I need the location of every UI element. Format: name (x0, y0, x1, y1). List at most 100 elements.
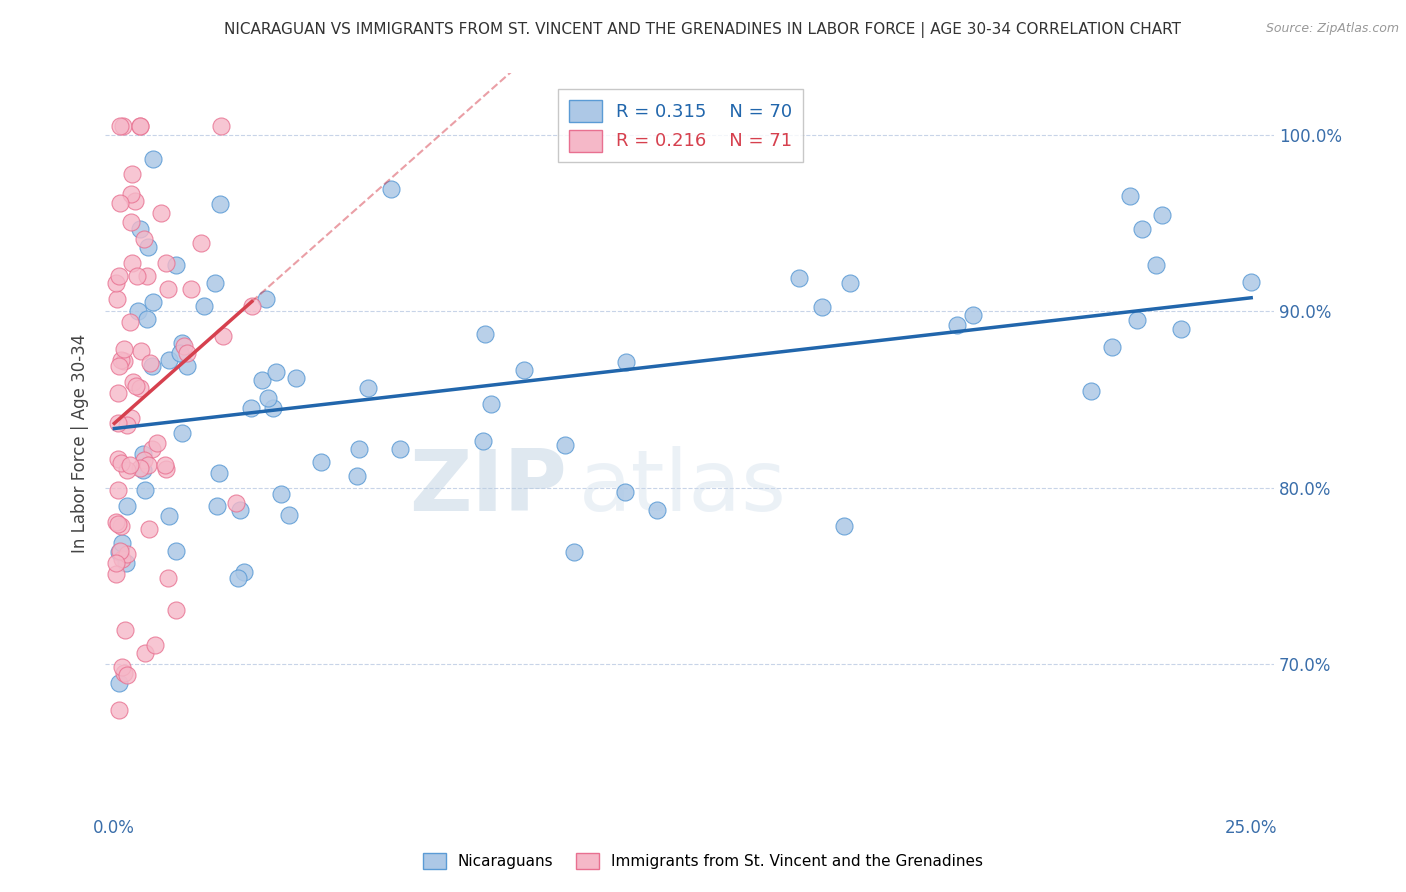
Point (107, 268, 129, 283)
Point (124, 194, 146, 209)
Point (165, 603, 187, 617)
Point (132, 447, 155, 461)
Point (121, 256, 143, 270)
Point (156, 282, 179, 296)
Point (254, 292, 277, 306)
Point (145, 435, 167, 450)
Point (115, 417, 138, 432)
Point (129, 222, 152, 236)
Point (169, 346, 191, 360)
Point (811, 300, 834, 314)
Point (107, 451, 129, 466)
Point (832, 519, 855, 533)
Point (240, 299, 263, 313)
Point (1101, 340, 1123, 354)
Point (1170, 322, 1192, 336)
Point (1125, 313, 1147, 327)
Point (264, 365, 287, 379)
Point (107, 292, 129, 306)
Point (112, 342, 135, 356)
Point (112, 666, 135, 681)
Point (1144, 258, 1167, 272)
Point (141, 442, 163, 457)
Point (105, 567, 128, 582)
Point (111, 536, 134, 550)
Point (170, 335, 193, 350)
Point (211, 328, 233, 343)
Point (155, 458, 177, 472)
Point (129, 119, 152, 133)
Point (107, 517, 129, 532)
Point (115, 462, 138, 476)
Point (180, 282, 202, 296)
Point (564, 544, 586, 558)
Point (134, 231, 156, 245)
Point (225, 496, 247, 510)
Point (111, 552, 134, 566)
Point (208, 466, 231, 480)
Point (157, 509, 180, 524)
Point (114, 557, 136, 571)
Point (120, 187, 142, 202)
Point (108, 543, 131, 558)
Point (207, 499, 229, 513)
Point (129, 344, 152, 359)
Point (157, 571, 180, 585)
Point (155, 461, 177, 475)
Point (129, 380, 152, 394)
Text: NICARAGUAN VS IMMIGRANTS FROM ST. VINCENT AND THE GRENADINES IN LABOR FORCE | AG: NICARAGUAN VS IMMIGRANTS FROM ST. VINCEN… (225, 22, 1181, 38)
Point (229, 503, 252, 517)
Point (1130, 222, 1153, 236)
Point (136, 240, 159, 254)
Point (136, 312, 159, 326)
Point (108, 545, 131, 559)
Point (209, 196, 232, 211)
Point (1240, 276, 1263, 290)
Point (346, 468, 368, 483)
Point (111, 660, 134, 674)
Point (176, 346, 198, 360)
Point (141, 359, 163, 374)
Point (388, 442, 411, 457)
Point (173, 339, 195, 353)
Point (347, 442, 370, 456)
Point (1080, 384, 1102, 398)
Point (262, 401, 284, 416)
Point (193, 299, 215, 313)
Point (115, 668, 138, 682)
Point (115, 500, 138, 514)
Point (108, 359, 131, 373)
Point (471, 434, 494, 449)
Point (309, 455, 332, 469)
Point (554, 438, 576, 452)
Point (110, 519, 132, 533)
Point (108, 119, 131, 133)
Legend: Nicaraguans, Immigrants from St. Vincent and the Grenadines: Nicaraguans, Immigrants from St. Vincent… (416, 847, 990, 875)
Point (142, 152, 165, 166)
Point (108, 702, 131, 716)
Point (155, 256, 177, 270)
Point (946, 318, 969, 332)
Point (357, 381, 380, 395)
Point (125, 269, 148, 284)
Point (114, 623, 136, 637)
Legend: R = 0.315    N = 70, R = 0.216    N = 71: R = 0.315 N = 70, R = 0.216 N = 71 (558, 89, 803, 162)
Point (165, 544, 187, 558)
Point (380, 182, 402, 196)
Point (138, 357, 160, 371)
Point (112, 354, 135, 368)
Point (142, 295, 165, 310)
Point (513, 363, 536, 377)
Point (108, 676, 131, 690)
Point (232, 566, 254, 580)
Text: ZIP: ZIP (409, 447, 567, 530)
Point (134, 646, 156, 660)
Point (121, 167, 143, 181)
Point (1119, 188, 1142, 202)
Point (250, 373, 273, 387)
Point (138, 522, 160, 536)
Text: atlas: atlas (578, 447, 786, 530)
Point (1152, 208, 1174, 222)
Text: Source: ZipAtlas.com: Source: ZipAtlas.com (1265, 22, 1399, 36)
Point (614, 355, 637, 369)
